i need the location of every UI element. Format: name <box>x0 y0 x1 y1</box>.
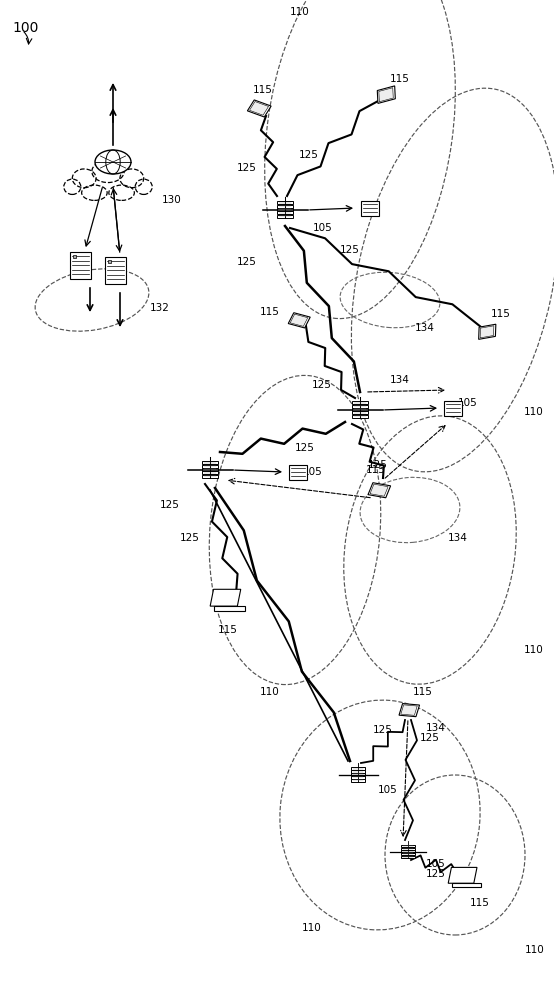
Polygon shape <box>399 704 419 717</box>
Text: 130: 130 <box>162 195 182 205</box>
Ellipse shape <box>120 169 143 188</box>
Bar <box>402 848 414 850</box>
Text: 115: 115 <box>491 309 511 319</box>
Polygon shape <box>210 589 241 606</box>
Bar <box>352 408 368 411</box>
Bar <box>73 254 76 257</box>
Bar <box>277 215 293 218</box>
Ellipse shape <box>81 185 107 200</box>
Bar <box>277 201 293 204</box>
Text: 110: 110 <box>290 7 310 17</box>
Text: 115: 115 <box>470 898 490 908</box>
Bar <box>352 401 368 404</box>
Ellipse shape <box>73 169 96 188</box>
Bar <box>361 200 379 216</box>
Bar <box>277 208 293 211</box>
Bar <box>402 850 414 853</box>
Polygon shape <box>248 100 271 117</box>
Text: 110: 110 <box>525 945 545 955</box>
Bar <box>351 770 365 773</box>
Text: 115: 115 <box>253 85 273 95</box>
Text: 132: 132 <box>150 303 170 313</box>
Text: 110: 110 <box>302 923 322 933</box>
Text: 134: 134 <box>390 375 410 385</box>
Polygon shape <box>377 86 396 103</box>
Bar <box>107 259 111 262</box>
Bar <box>351 767 365 770</box>
Polygon shape <box>249 102 269 115</box>
Bar <box>351 779 365 782</box>
Text: 110: 110 <box>524 645 543 655</box>
Text: 125: 125 <box>160 500 180 510</box>
Bar <box>202 465 218 468</box>
Text: 125: 125 <box>295 443 315 453</box>
Polygon shape <box>448 867 477 883</box>
Text: 125: 125 <box>237 257 257 267</box>
Text: 105: 105 <box>378 785 398 795</box>
Ellipse shape <box>135 179 152 194</box>
Bar <box>352 411 368 414</box>
Text: 125: 125 <box>373 725 393 735</box>
Bar <box>202 468 218 471</box>
Bar <box>202 471 218 474</box>
Bar <box>402 853 414 855</box>
Ellipse shape <box>64 179 81 194</box>
Text: 110: 110 <box>260 687 280 697</box>
Polygon shape <box>401 705 417 715</box>
Text: 134: 134 <box>426 723 446 733</box>
Polygon shape <box>368 483 391 498</box>
Bar <box>351 776 365 779</box>
Bar <box>105 256 126 284</box>
Bar <box>202 461 218 464</box>
Polygon shape <box>479 324 496 339</box>
Text: 115: 115 <box>218 625 238 635</box>
Bar <box>351 773 365 776</box>
Ellipse shape <box>95 150 131 174</box>
Text: 134: 134 <box>415 323 435 333</box>
Text: 134: 134 <box>448 533 468 543</box>
Text: 115: 115 <box>390 74 410 84</box>
Text: 115: 115 <box>260 307 280 317</box>
Bar <box>402 845 414 847</box>
Bar <box>277 211 293 214</box>
Bar <box>69 251 90 278</box>
Ellipse shape <box>109 185 135 200</box>
Text: 125: 125 <box>180 533 200 543</box>
Bar <box>277 205 293 208</box>
Bar <box>352 414 368 418</box>
Text: 125: 125 <box>368 460 388 470</box>
Polygon shape <box>480 326 494 338</box>
Text: 125: 125 <box>312 380 332 390</box>
Ellipse shape <box>92 160 124 183</box>
Polygon shape <box>290 314 308 326</box>
Bar <box>214 606 245 611</box>
Bar <box>202 475 218 478</box>
Polygon shape <box>288 313 310 328</box>
Text: 105: 105 <box>458 398 478 408</box>
Text: 105: 105 <box>303 467 323 477</box>
Text: 110: 110 <box>524 407 543 417</box>
Text: 125: 125 <box>237 163 257 173</box>
Bar <box>402 856 414 858</box>
Text: 125: 125 <box>420 733 440 743</box>
Text: 125: 125 <box>426 869 446 879</box>
Text: 115: 115 <box>366 465 386 475</box>
Bar <box>444 400 462 416</box>
Text: 125: 125 <box>299 150 319 160</box>
Bar <box>289 464 307 480</box>
Bar <box>352 405 368 408</box>
Text: 105: 105 <box>426 859 446 869</box>
Text: 115: 115 <box>413 687 433 697</box>
Polygon shape <box>379 88 393 102</box>
Text: 100: 100 <box>12 21 38 35</box>
Polygon shape <box>370 484 388 496</box>
Text: 125: 125 <box>340 245 360 255</box>
Text: 105: 105 <box>313 223 333 233</box>
Bar <box>452 883 481 887</box>
